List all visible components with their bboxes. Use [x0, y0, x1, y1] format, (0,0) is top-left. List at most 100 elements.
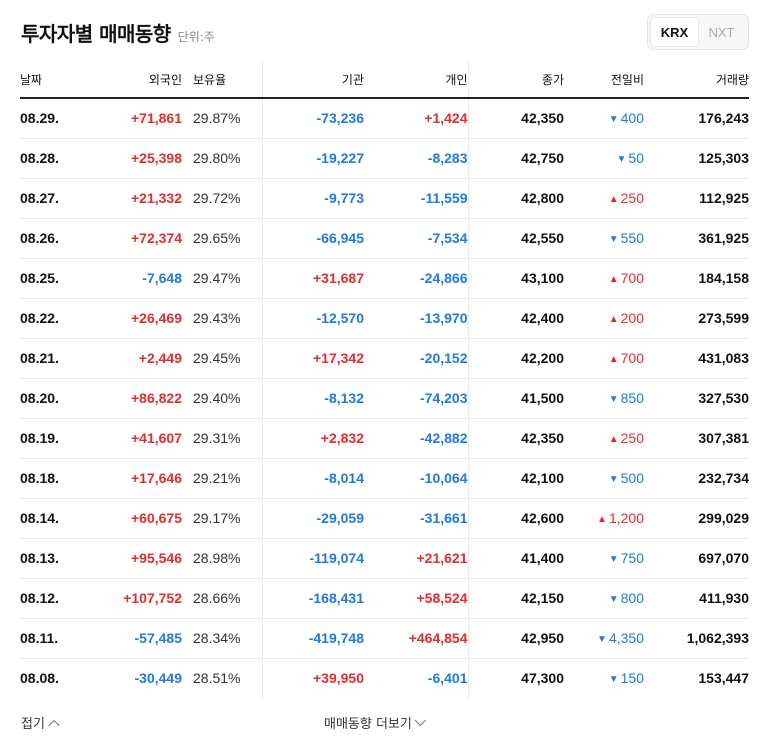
date-cell: 08.13. — [20, 538, 72, 579]
table-row: 08.18. +17,646 29.21% -8,014 -10,064 42,100 ▼ 5… — [20, 458, 749, 499]
individual-net-cell: -6,401 — [364, 658, 469, 698]
change-value: 700 — [620, 350, 644, 366]
individual-net-cell: -20,152 — [364, 338, 469, 379]
triangle-down-icon: ▼ — [608, 594, 619, 605]
institution-net-cell: +31,687 — [262, 258, 364, 299]
volume-cell: 125,303 — [644, 138, 749, 179]
table-row: 08.11. -57,485 28.34% -419,748 +464,854 42,95… — [20, 618, 749, 659]
date-cell: 08.19. — [20, 418, 72, 459]
date-cell: 08.11. — [20, 618, 72, 659]
more-trading-button[interactable]: 매매동향 더보기 — [324, 713, 426, 732]
close-price-cell: 42,150 — [468, 578, 564, 619]
unit-label: 단위:주 — [177, 30, 215, 44]
individual-net-cell: +464,854 — [364, 618, 469, 659]
foreign-net-cell: -30,449 — [134, 670, 182, 687]
date-cell: 08.14. — [20, 498, 72, 539]
close-price-cell: 42,100 — [468, 458, 564, 499]
change-value: 150 — [620, 670, 644, 687]
table-row: 08.22. +26,469 29.43% -12,570 -13,970 42,400 ▲… — [20, 298, 749, 339]
volume-cell: 431,083 — [644, 338, 749, 379]
ownership-cell: 29.72% — [182, 178, 263, 219]
collapse-label: 접기 — [21, 717, 45, 732]
foreign-net-cell: +71,861 — [72, 98, 182, 139]
ownership-cell: 29.47% — [182, 258, 263, 299]
foreign-net-cell: +21,332 — [72, 178, 182, 219]
ownership-cell: 29.31% — [182, 418, 263, 459]
individual-net-cell: -8,283 — [364, 138, 469, 179]
close-price-cell: 42,400 — [468, 298, 564, 339]
institution-net-cell: +2,832 — [262, 418, 364, 459]
nxt-tab[interactable]: NXT — [708, 24, 735, 40]
triangle-down-icon: ▼ — [608, 554, 619, 565]
foreign-net-cell: +41,607 — [72, 418, 182, 459]
change-value: 800 — [620, 590, 644, 606]
volume-cell: 273,599 — [644, 298, 749, 339]
individual-net-cell: -10,064 — [364, 458, 469, 499]
volume-cell: 307,381 — [644, 418, 749, 459]
change-value: 750 — [620, 550, 644, 566]
institution-net-cell: -119,074 — [262, 538, 364, 579]
collapse-button[interactable]: 접기 — [21, 713, 60, 732]
foreign-net-cell: +2,449 — [72, 338, 182, 379]
date-cell: 08.28. — [20, 138, 72, 179]
date-cell: 08.18. — [20, 458, 72, 499]
investor-trading-table: 날짜 외국인 보유율 기관 개인 종가 전일비 거래량 08.29. +71,86… — [20, 62, 749, 698]
ownership-cell: 29.21% — [182, 458, 263, 499]
table-row: 08.12. +107,752 28.66% -168,431 +58,524 42,15… — [20, 578, 749, 619]
change-cell: ▲ 700 — [564, 338, 644, 379]
triangle-down-icon: ▼ — [597, 634, 607, 645]
institution-net-cell: +17,342 — [262, 338, 364, 379]
table-row: 08.20. +86,822 29.40% -8,132 -74,203 41,500 ▼ 8… — [20, 378, 749, 419]
ownership-cell: 29.87% — [182, 98, 263, 139]
individual-net-cell: -31,661 — [364, 498, 469, 539]
triangle-down-icon: ▼ — [608, 234, 619, 245]
individual-net-cell: -24,866 — [364, 258, 469, 299]
close-price-cell: 42,950 — [468, 618, 564, 659]
individual-net-cell: -13,970 — [364, 298, 469, 339]
section-header: 투자자별 매매동향 단위:주 — [21, 18, 215, 46]
close-price-cell: 42,800 — [468, 178, 564, 219]
ownership-cell: 29.45% — [182, 338, 263, 379]
institution-net-cell: -12,570 — [262, 298, 364, 339]
individual-net-cell: -74,203 — [364, 378, 469, 419]
change-cell: ▲ 700 — [564, 258, 644, 299]
institution-net-cell: -168,431 — [262, 578, 364, 619]
volume-cell: 361,925 — [644, 218, 749, 259]
date-cell: 08.26. — [20, 218, 72, 259]
triangle-down-icon: ▼ — [608, 114, 619, 126]
change-cell: ▲ 200 — [564, 298, 644, 339]
col-header-close: 종가 — [468, 62, 564, 99]
date-cell: 08.22. — [20, 298, 72, 339]
institution-net-cell: -8,014 — [262, 458, 364, 499]
date-cell: 08.12. — [20, 578, 72, 619]
change-cell: ▼ 400 — [564, 98, 644, 139]
change-value: 400 — [620, 110, 644, 127]
individual-net-cell: -11,559 — [364, 178, 469, 219]
triangle-down-icon: ▼ — [616, 154, 627, 165]
change-cell: ▼ 850 — [564, 378, 644, 419]
institution-net-cell: -9,773 — [262, 178, 364, 219]
chevron-up-icon — [48, 719, 60, 732]
ownership-cell: 28.34% — [182, 618, 263, 659]
section-title: 투자자별 매매동향 — [21, 22, 171, 46]
col-header-volume: 거래량 — [644, 62, 749, 99]
date-cell: 08.25. — [20, 258, 72, 299]
volume-cell: 697,070 — [644, 538, 749, 579]
date-cell: 08.27. — [20, 178, 72, 219]
change-value: 250 — [620, 190, 644, 206]
table-row: 08.25. -7,648 29.47% +31,687 -24,866 43,100 ▲ 7… — [20, 258, 749, 299]
close-price-cell: 43,100 — [468, 258, 564, 299]
ownership-cell: 29.17% — [182, 498, 263, 539]
krx-tab[interactable]: KRX — [651, 18, 698, 46]
institution-net-cell: -8,132 — [262, 378, 364, 419]
table-header-row: 날짜 외국인 보유율 기관 개인 종가 전일비 거래량 — [20, 62, 749, 99]
change-cell: ▼ 150 — [564, 658, 644, 698]
table-row: 08.13. +95,546 28.98% -119,074 +21,621 41,400… — [20, 538, 749, 579]
individual-net-cell: +21,621 — [364, 538, 469, 579]
change-cell: ▲ 250 — [564, 178, 644, 219]
col-header-date: 날짜 — [20, 62, 72, 99]
close-price-cell: 42,550 — [468, 218, 564, 259]
change-value: 200 — [620, 310, 644, 326]
col-header-individual: 개인 — [364, 62, 469, 99]
individual-net-cell: +58,524 — [364, 578, 469, 619]
